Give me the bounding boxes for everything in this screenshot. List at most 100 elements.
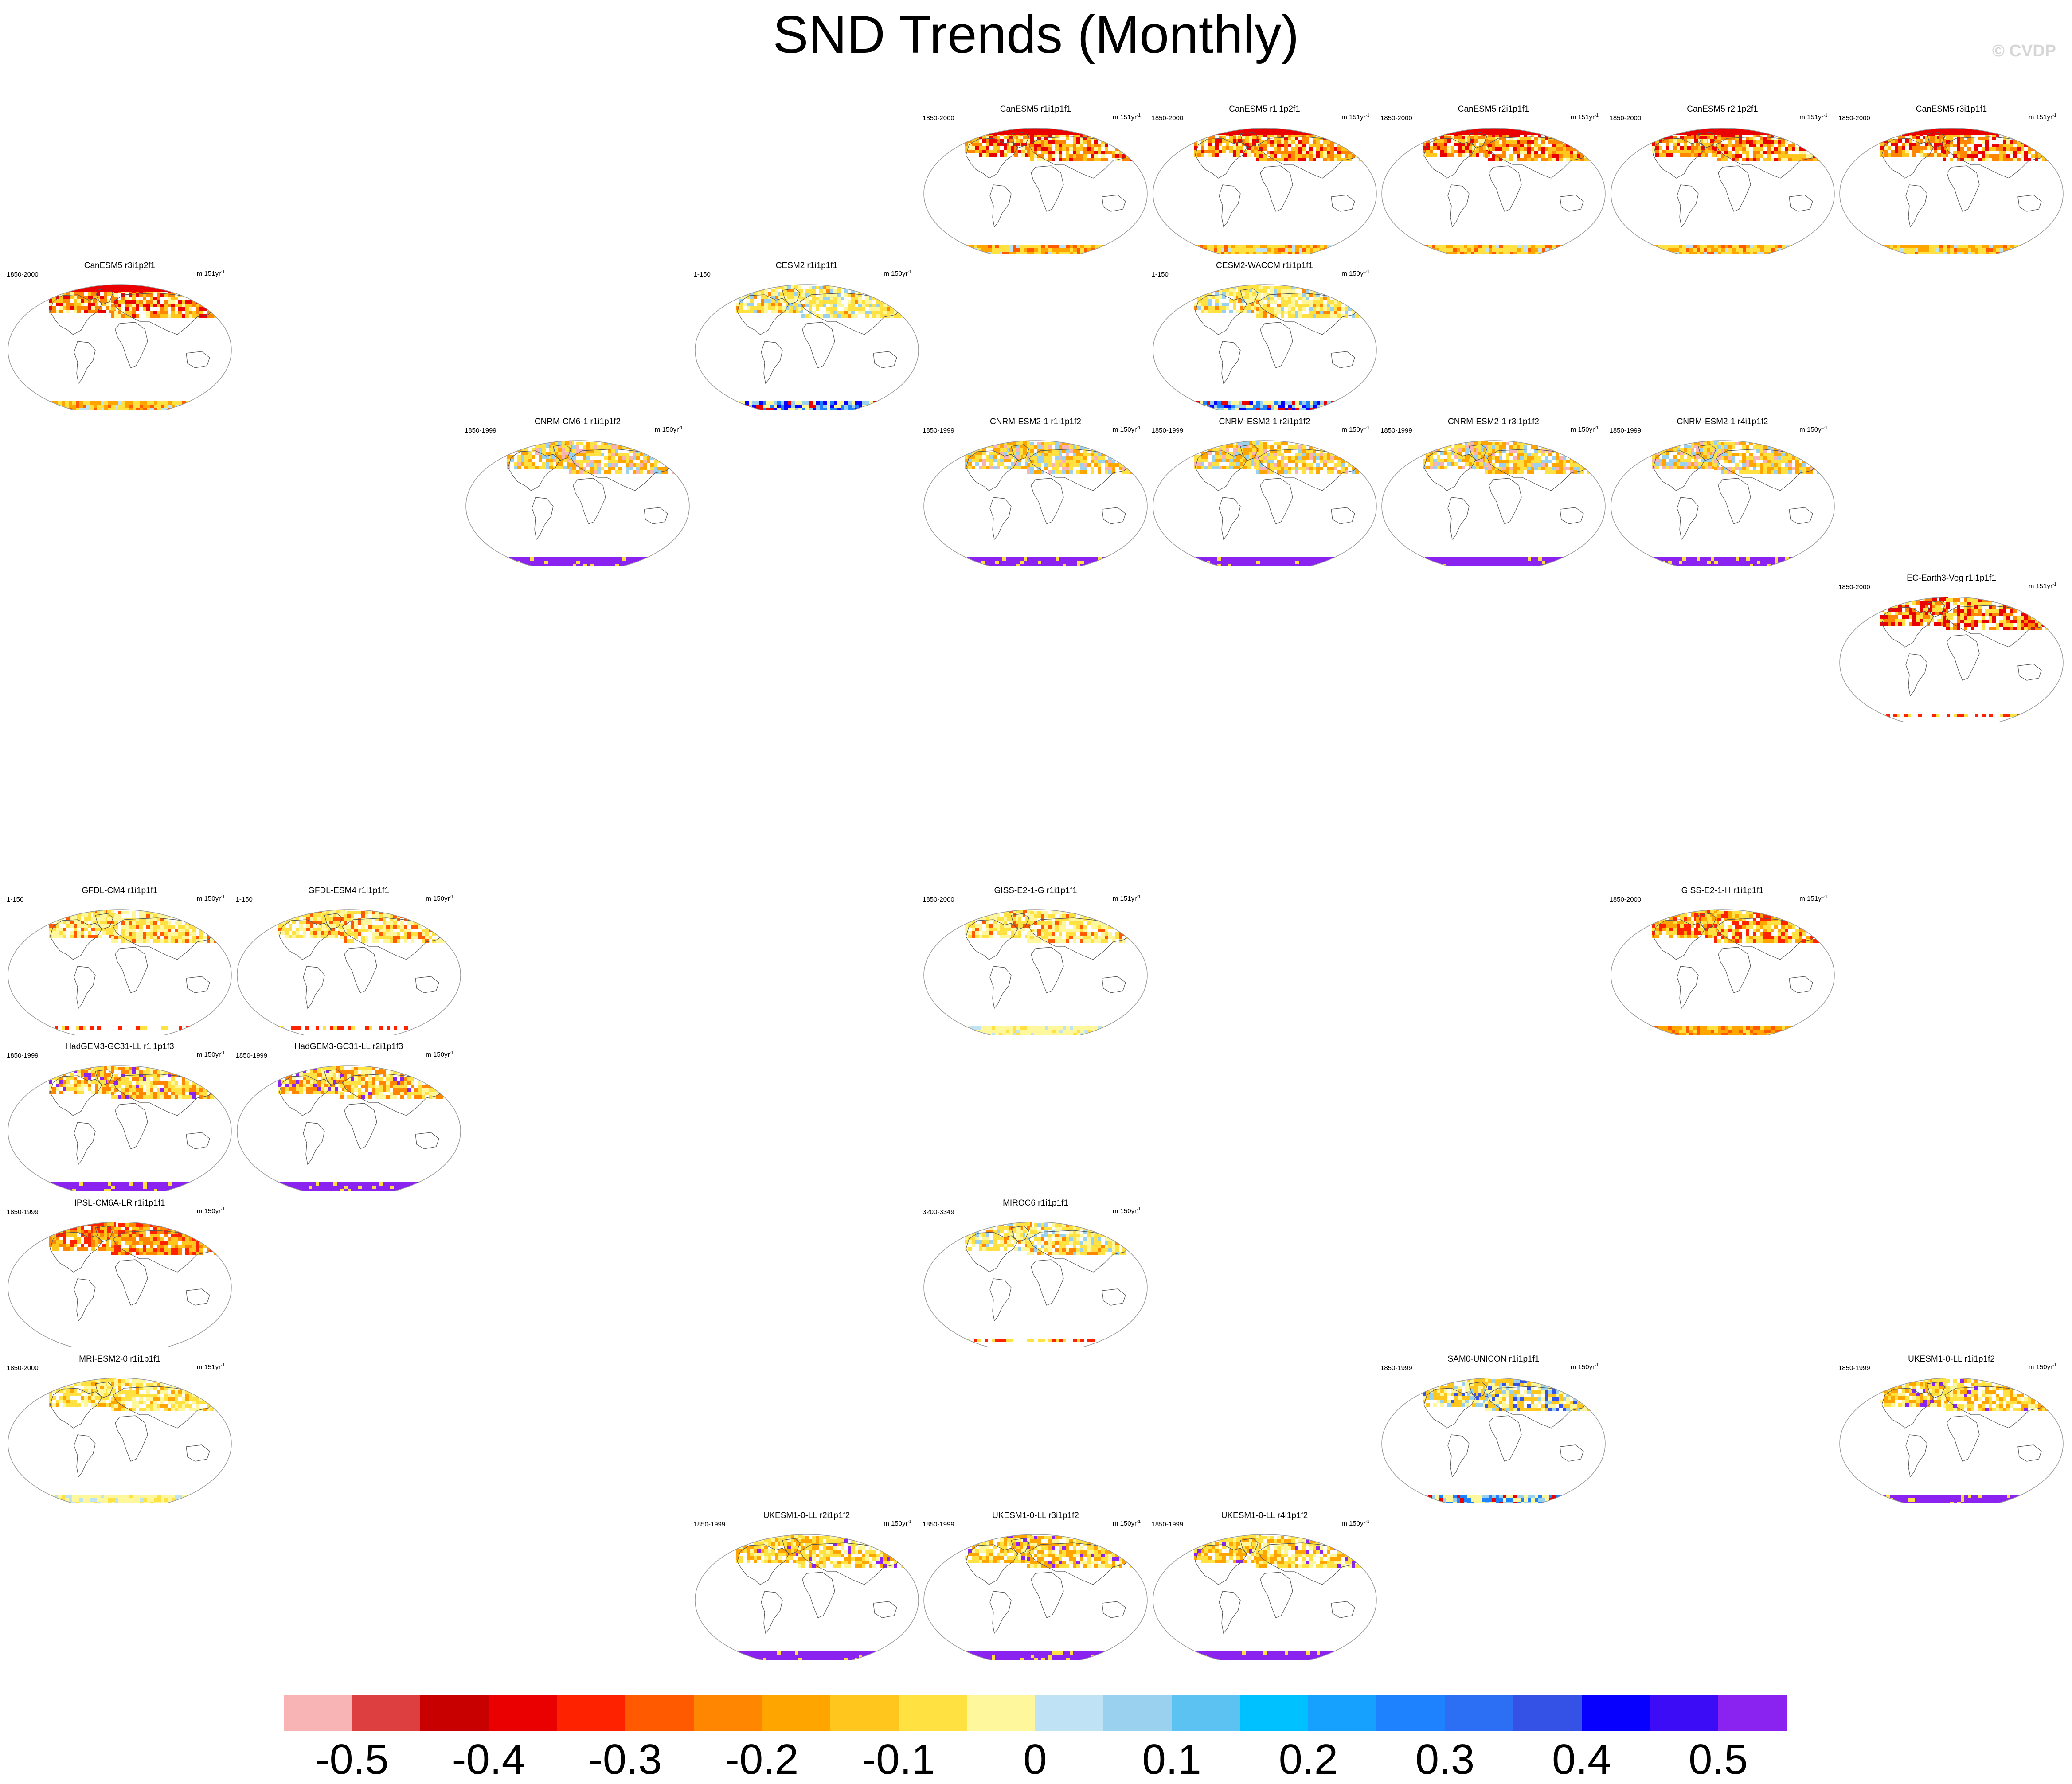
nh-trend-cell — [1098, 158, 1101, 161]
nh-trend-cell — [1101, 137, 1105, 140]
nh-trend-cell — [1909, 143, 1912, 146]
antarctic-trend-cell — [1196, 252, 1200, 254]
nh-trend-cell — [1062, 144, 1066, 147]
antarctic-trend-cell — [1242, 408, 1246, 410]
nh-trend-cell — [1739, 140, 1742, 144]
nh-trend-cell — [812, 297, 816, 300]
antarctic-trend-cell — [164, 405, 168, 408]
antarctic-trend-cell — [766, 405, 770, 408]
antarctic-trend-cell — [1334, 245, 1338, 248]
nh-trend-cell — [1316, 286, 1320, 289]
antarctic-trend-cell — [1535, 245, 1538, 248]
nh-trend-cell — [1573, 129, 1577, 133]
nh-trend-cell — [901, 304, 904, 307]
nh-trend-cell — [1098, 147, 1101, 151]
nh-trend-cell — [1517, 151, 1520, 154]
nh-trend-cell — [1030, 137, 1034, 140]
nh-trend-cell — [1291, 154, 1295, 158]
nh-trend-cell — [1004, 150, 1007, 153]
antarctic-trend-cell — [1721, 252, 1725, 254]
nh-trend-cell — [1548, 129, 1552, 133]
nh-trend-cell — [1687, 146, 1691, 150]
nh-trend-cell — [1756, 154, 1760, 158]
antarctic-trend-cell — [1317, 245, 1320, 248]
nh-trend-cell — [1094, 158, 1098, 161]
nh-trend-cell — [1767, 154, 1771, 158]
nh-trend-cell — [1069, 144, 1073, 147]
antarctic-trend-cell — [1900, 248, 1904, 252]
nh-trend-cell — [175, 314, 178, 318]
nh-trend-cell — [787, 299, 791, 303]
antarctic-trend-cell — [1006, 245, 1009, 248]
nh-trend-cell — [1967, 158, 1971, 161]
nh-trend-cell — [594, 445, 597, 449]
nh-trend-cell — [1323, 307, 1327, 311]
nh-trend-cell — [1771, 137, 1774, 140]
nh-trend-cell — [189, 289, 192, 293]
nh-trend-cell — [1316, 304, 1320, 307]
nh-trend-cell — [1884, 129, 1888, 132]
antarctic-trend-cell — [164, 401, 168, 405]
nh-trend-cell — [778, 306, 782, 310]
nh-trend-cell — [1226, 143, 1229, 146]
antarctic-trend-cell — [86, 401, 90, 405]
coastline — [115, 322, 148, 368]
nh-trend-cell — [908, 307, 911, 311]
antarctic-trend-cell — [76, 405, 79, 408]
nh-trend-cell — [2031, 140, 2035, 144]
nh-trend-cell — [743, 310, 747, 313]
nh-trend-cell — [1352, 137, 1355, 140]
antarctic-trend-cell — [143, 405, 147, 408]
antarctic-trend-cell — [855, 401, 859, 405]
antarctic-trend-cell — [1239, 408, 1242, 410]
nh-trend-cell — [1721, 144, 1724, 147]
nh-trend-cell — [1352, 297, 1355, 300]
nh-trend-cell — [1909, 146, 1912, 150]
nh-trend-cell — [1724, 158, 1728, 161]
antarctic-trend-cell — [1331, 405, 1334, 408]
coastline — [1331, 351, 1355, 368]
nh-trend-cell — [153, 314, 157, 318]
nh-trend-cell — [1802, 133, 1806, 137]
antarctic-trend-cell — [1964, 248, 1968, 252]
nh-trend-cell — [661, 456, 665, 460]
nh-trend-cell — [1943, 158, 1946, 161]
antarctic-trend-cell — [1038, 245, 1041, 248]
antarctic-trend-cell — [1217, 248, 1221, 252]
nh-trend-cell — [1509, 137, 1513, 140]
nh-trend-cell — [2024, 158, 2028, 161]
nh-trend-cell — [887, 289, 890, 293]
antarctic-trend-cell — [1246, 405, 1249, 408]
antarctic-trend-cell — [1739, 252, 1743, 254]
nh-trend-cell — [1753, 147, 1756, 151]
nh-trend-cell — [1788, 133, 1792, 137]
nh-trend-cell — [1714, 147, 1717, 151]
nh-trend-cell — [1817, 129, 1820, 133]
antarctic-trend-cell — [802, 405, 805, 408]
nh-trend-cell — [1249, 296, 1252, 299]
antarctic-trend-cell — [168, 401, 172, 405]
nh-trend-cell — [1506, 144, 1509, 147]
nh-trend-cell — [1059, 144, 1062, 147]
antarctic-trend-cell — [1947, 248, 1950, 252]
nh-trend-cell — [1440, 143, 1444, 146]
nh-trend-cell — [1444, 129, 1447, 132]
nh-trend-cell — [1330, 154, 1334, 158]
nh-trend-cell — [2021, 144, 2024, 147]
nh-trend-cell — [1337, 307, 1341, 311]
nh-trend-cell — [768, 303, 771, 306]
nh-trend-cell — [1341, 314, 1345, 318]
nh-trend-cell — [1320, 297, 1323, 300]
nh-trend-cell — [904, 297, 908, 300]
antarctic-trend-cell — [992, 248, 995, 252]
antarctic-trend-cell — [65, 401, 69, 405]
nh-trend-cell — [1694, 153, 1698, 157]
nh-trend-cell — [1884, 153, 1888, 157]
nh-trend-cell — [1348, 286, 1352, 289]
nh-trend-cell — [1502, 137, 1506, 140]
nh-trend-cell — [1052, 137, 1055, 140]
antarctic-trend-cell — [1521, 248, 1524, 252]
nh-trend-cell — [1345, 154, 1348, 158]
antarctic-trend-cell — [788, 408, 791, 410]
